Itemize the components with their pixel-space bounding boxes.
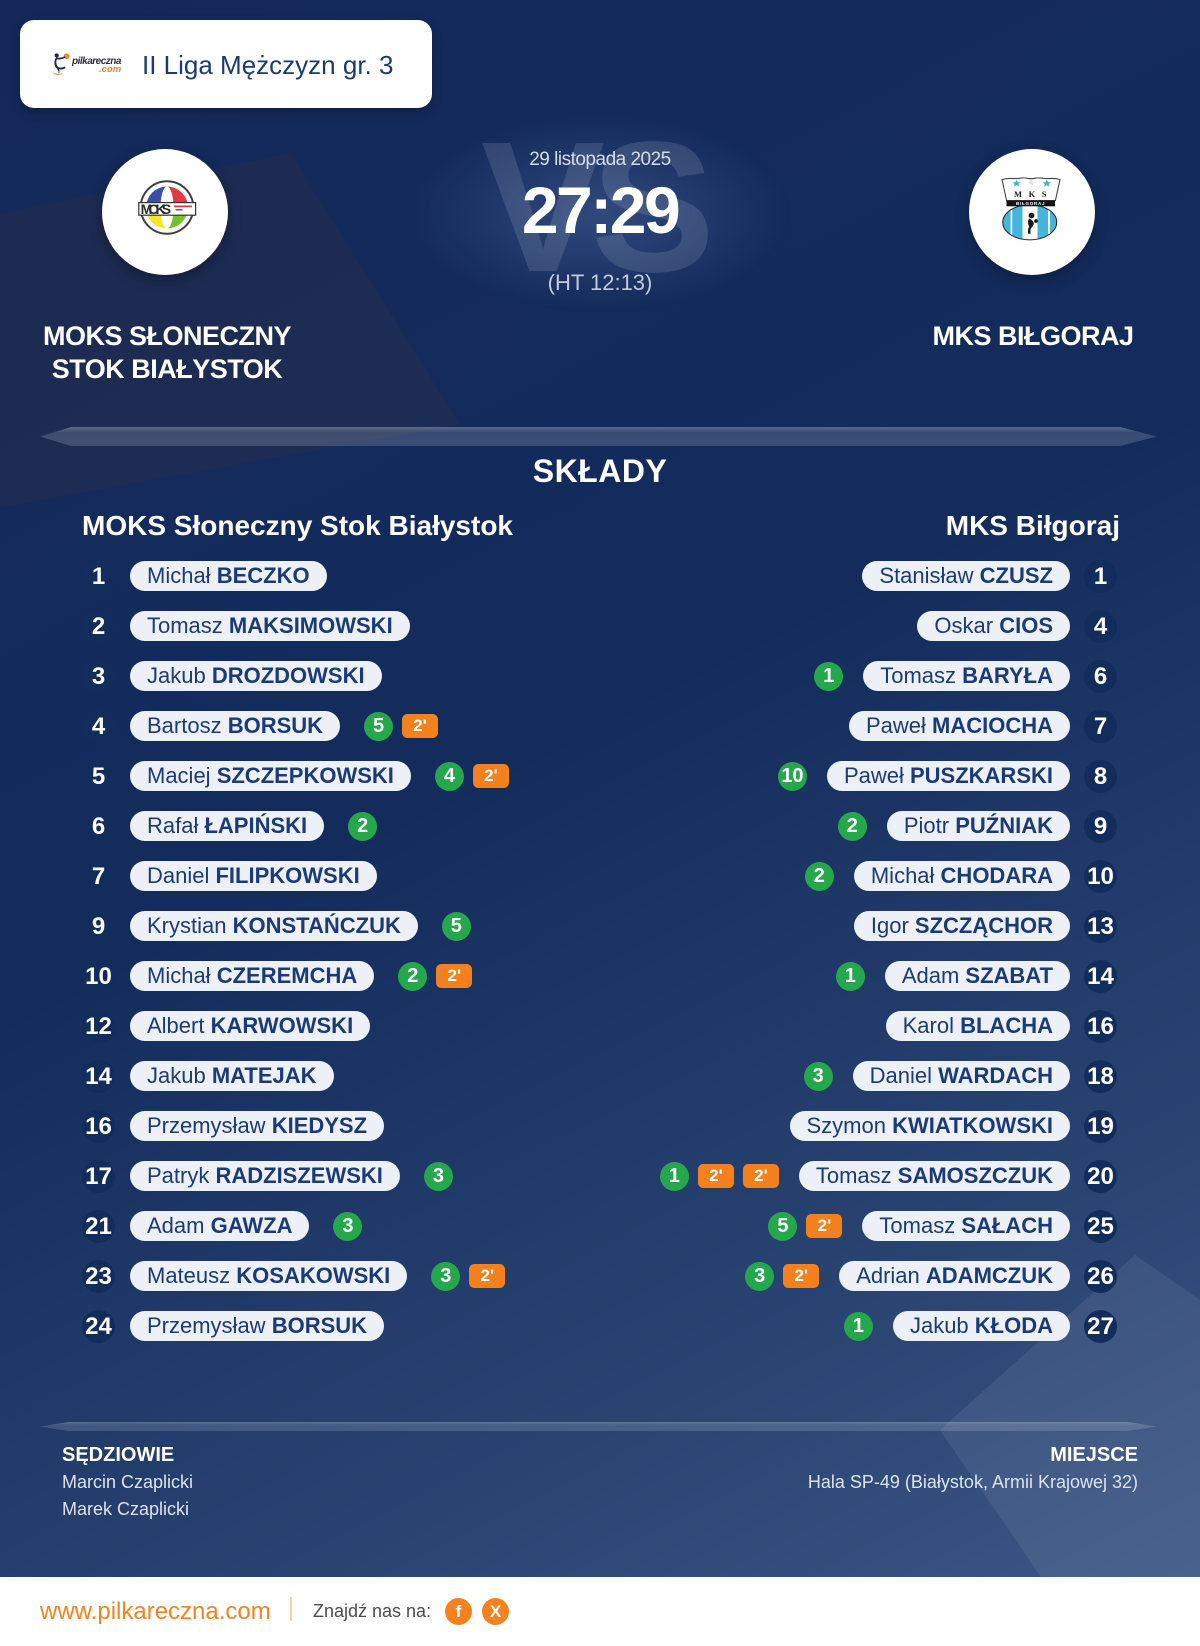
svg-text:MOKS: MOKS <box>141 201 172 217</box>
svg-text:MKS: MKS <box>1014 189 1047 199</box>
svg-text:BIŁGORAJ: BIŁGORAJ <box>1016 201 1045 206</box>
